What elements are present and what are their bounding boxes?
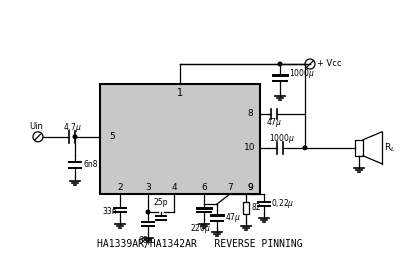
Text: 47$\mu$: 47$\mu$ <box>266 116 282 129</box>
Text: 25p: 25p <box>154 198 168 207</box>
Bar <box>355 140 363 156</box>
Text: 82: 82 <box>251 203 260 213</box>
Circle shape <box>73 135 77 139</box>
Text: 4: 4 <box>171 183 177 192</box>
Text: R$_L$: R$_L$ <box>384 141 396 154</box>
Circle shape <box>278 62 282 66</box>
Text: 4,7$\mu$: 4,7$\mu$ <box>63 121 81 134</box>
Text: 10: 10 <box>244 143 256 152</box>
Text: 6n8: 6n8 <box>83 160 98 169</box>
Circle shape <box>303 146 307 150</box>
Text: 7: 7 <box>227 183 233 192</box>
Text: 220$\mu$: 220$\mu$ <box>190 222 212 235</box>
Text: 33n: 33n <box>102 207 117 215</box>
Text: 9: 9 <box>247 183 253 192</box>
Text: 68p: 68p <box>139 236 153 245</box>
Text: 0,22$\mu$: 0,22$\mu$ <box>271 198 294 211</box>
Text: 47$\mu$: 47$\mu$ <box>225 212 241 225</box>
Text: Uin: Uin <box>29 122 43 131</box>
Text: 3: 3 <box>145 183 151 192</box>
Circle shape <box>146 210 150 214</box>
Text: 1: 1 <box>177 88 183 98</box>
Text: 9: 9 <box>247 183 253 192</box>
Text: + Vcc: + Vcc <box>317 58 342 68</box>
Text: 8: 8 <box>247 109 253 118</box>
Text: 2: 2 <box>117 183 123 192</box>
Text: 5: 5 <box>109 132 115 141</box>
Text: HA1339AR/HA1342AR   REVERSE PINNING: HA1339AR/HA1342AR REVERSE PINNING <box>97 239 303 249</box>
Text: 1000$\mu$: 1000$\mu$ <box>269 132 295 145</box>
Bar <box>100 84 260 194</box>
Text: 1000$\mu$: 1000$\mu$ <box>289 67 315 80</box>
Bar <box>243 202 249 214</box>
Text: 6: 6 <box>201 183 207 192</box>
